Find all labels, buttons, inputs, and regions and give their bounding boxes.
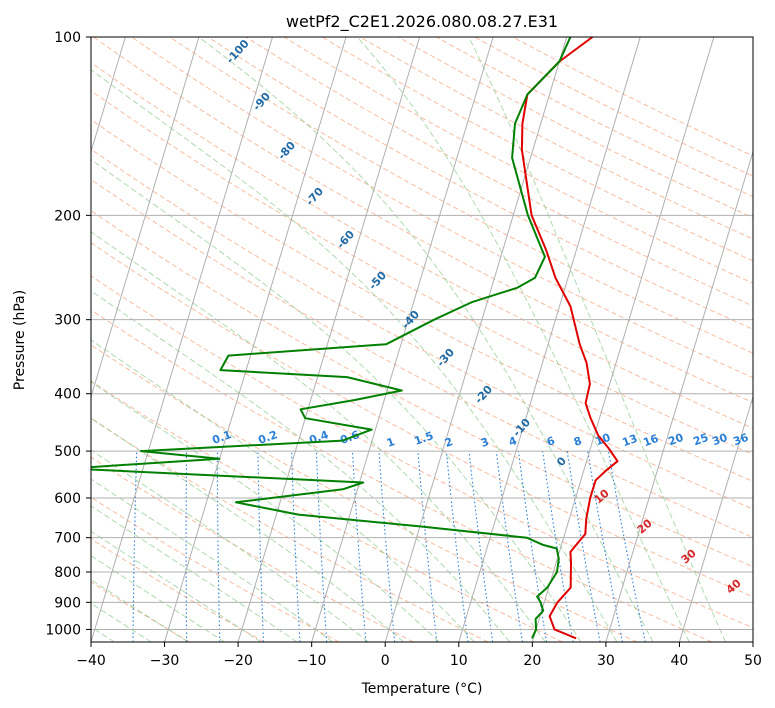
moist-adiabat-line xyxy=(91,530,262,642)
y-tick-label: 400 xyxy=(54,387,81,403)
x-axis-label: Temperature (°C) xyxy=(361,681,483,697)
moist-adiabat-line xyxy=(91,231,546,642)
y-tick-label: 500 xyxy=(54,444,81,460)
dry-adiabat-line xyxy=(91,581,190,642)
mixing-ratio-label: 3 xyxy=(479,435,491,450)
mixing-ratio-line xyxy=(495,451,524,642)
dry-adiabat-line xyxy=(169,37,753,354)
isotherm-line xyxy=(605,149,753,642)
mixing-ratio-line xyxy=(378,451,396,642)
y-tick-label: 900 xyxy=(54,595,81,611)
mixing-ratio-label: 25 xyxy=(691,431,710,448)
moist-adiabat-line xyxy=(91,417,404,642)
dry-adiabat-line xyxy=(93,37,753,404)
temperature-line xyxy=(520,37,619,640)
y-tick-label: 600 xyxy=(54,491,81,507)
dewpoint-line xyxy=(91,37,572,639)
x-tick-label: 10 xyxy=(450,653,468,669)
moist-adiabat-line xyxy=(91,339,475,642)
mixing-ratio-lines xyxy=(132,450,646,642)
dry-adiabats xyxy=(91,37,753,642)
y-tick-label: 800 xyxy=(54,565,81,581)
x-tick-label: −10 xyxy=(297,653,327,669)
moist-adiabats xyxy=(91,37,727,642)
moist-adiabat-line xyxy=(91,555,225,642)
mixing-ratio-label: 30 xyxy=(710,431,729,449)
mixing-ratio-label: 0.1 xyxy=(210,428,233,447)
isotherm-line xyxy=(458,37,641,642)
mixing-ratio-line xyxy=(587,450,624,642)
dry-adiabat-line xyxy=(91,538,265,642)
x-tick-label: 20 xyxy=(523,653,541,669)
isotherm-line xyxy=(384,37,568,642)
dry-adiabat-line xyxy=(131,37,753,379)
profile-series xyxy=(91,37,619,640)
isotherm-line xyxy=(678,395,753,642)
y-tick-label: 200 xyxy=(54,208,81,224)
mixing-ratio-label: 8 xyxy=(572,434,584,449)
dry-adiabat-line xyxy=(91,178,753,539)
chart-title: wetPf2_C2E1.2026.080.08.27.E31 xyxy=(286,12,558,32)
mixing-ratio-line xyxy=(468,451,494,642)
moist-adiabat-line xyxy=(91,381,440,642)
y-tick-label: 100 xyxy=(54,30,81,46)
isotherm-line xyxy=(237,37,421,642)
moist-adiabat-line xyxy=(356,37,690,642)
plot-area: -100-90-80-70-60-50-40-30-20-1000.1 0.2 0.… xyxy=(91,37,753,642)
moist-adiabat-line xyxy=(91,449,369,642)
dry-adiabat-line xyxy=(207,37,753,330)
dry-adiabat-line xyxy=(91,148,753,510)
y-axis-label: Pressure (hPa) xyxy=(12,290,28,390)
x-tick-label: −30 xyxy=(150,653,180,669)
isotherm-line xyxy=(531,37,715,642)
mixing-ratio-label: 16 xyxy=(641,432,660,450)
isotherm-line xyxy=(311,37,494,642)
mixing-ratio-label: 13 xyxy=(620,432,639,449)
mixing-ratio-line xyxy=(445,451,469,642)
x-axis: −40 −30 −20 −10 0 10 20 30 40 50 xyxy=(76,642,762,669)
x-tick-label: 40 xyxy=(671,653,689,669)
mixing-ratio-label: 1.5 xyxy=(412,429,435,448)
dry-adiabat-line xyxy=(91,344,638,642)
isotherm-line xyxy=(164,37,347,642)
mixing-ratio-label: 0.2 xyxy=(256,428,279,447)
isobars xyxy=(91,37,753,630)
mixing-ratio-label: 36 xyxy=(731,431,750,449)
x-tick-label: 30 xyxy=(597,653,615,669)
x-tick-label: −20 xyxy=(223,653,253,669)
moist-adiabat-line xyxy=(198,37,654,642)
moist-adiabat-line xyxy=(91,478,333,642)
moist-adiabat-line xyxy=(91,505,298,642)
dry-adiabat-line xyxy=(91,118,753,482)
dry-adiabat-line xyxy=(91,242,753,598)
moist-adiabat-line xyxy=(468,37,727,642)
plot-frame xyxy=(90,36,754,643)
x-tick-label: 50 xyxy=(744,653,762,669)
dry-adiabat-line xyxy=(91,275,753,629)
moist-adiabat-line xyxy=(91,290,511,642)
y-tick-label: 700 xyxy=(54,531,81,547)
mixing-ratio-line xyxy=(417,451,438,642)
mixing-ratio-line xyxy=(351,451,367,642)
isotherms xyxy=(91,37,753,642)
x-tick-label: 0 xyxy=(381,653,390,669)
x-tick-label: −40 xyxy=(76,653,106,669)
isotherm-line xyxy=(91,37,126,154)
isotherm-line xyxy=(91,37,273,642)
mixing-ratio-label: 1 xyxy=(385,435,397,450)
y-axis: 100 200 300 400 500 600 700 800 900 1000 xyxy=(45,30,91,638)
dry-adiabat-line xyxy=(91,380,563,642)
mixing-ratio-line xyxy=(517,451,548,642)
mixing-ratio-label: 2 xyxy=(443,435,455,450)
mixing-ratio-line xyxy=(607,451,646,642)
mixing-ratio-label: 20 xyxy=(666,431,685,449)
y-tick-label: 300 xyxy=(54,313,81,329)
mixing-ratio-label: 6 xyxy=(545,434,557,449)
mixing-ratio-label: 4 xyxy=(507,434,519,449)
y-tick-label: 1000 xyxy=(45,622,81,638)
isotherm-line xyxy=(91,37,200,399)
